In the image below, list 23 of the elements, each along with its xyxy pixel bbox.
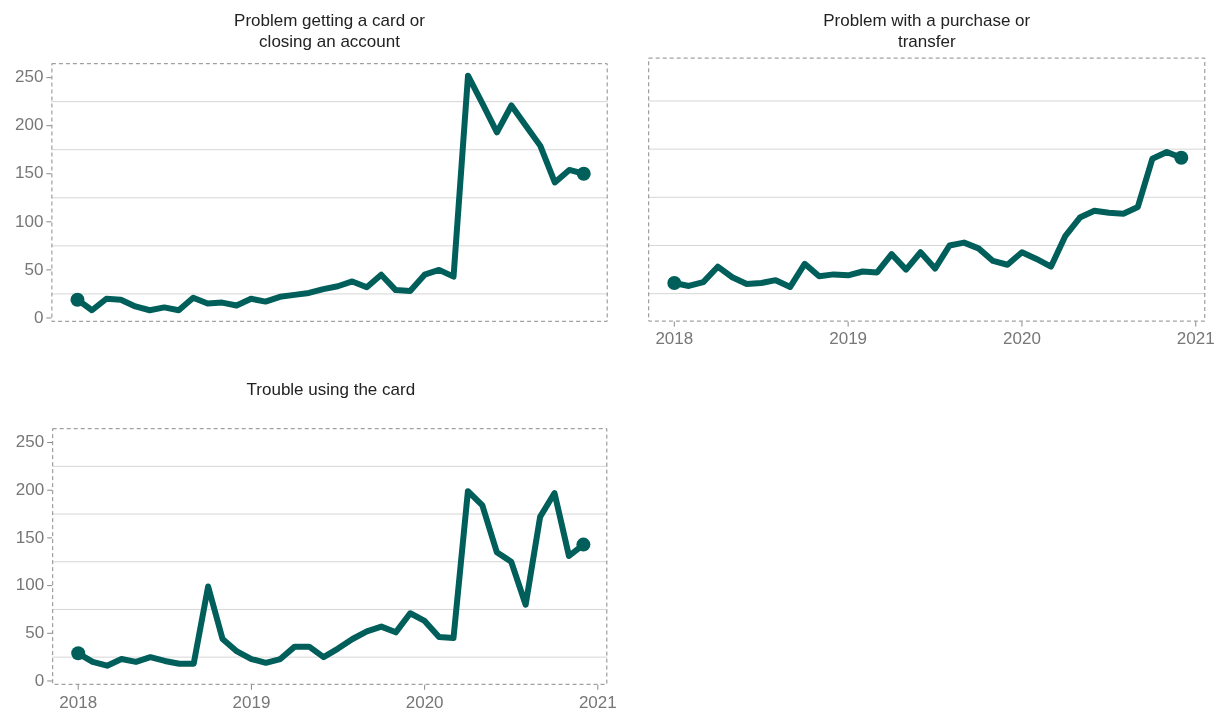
y-tick-label: 200 — [15, 479, 45, 499]
y-tick-label: 200 — [15, 115, 44, 135]
chart-title: Problem getting a card or closing an account — [233, 10, 426, 52]
x-tick-label: 2018 — [59, 692, 98, 712]
y-tick-label: 50 — [25, 622, 45, 642]
chart-title: Trouble using the card — [246, 379, 416, 400]
y-tick-label: 250 — [15, 432, 45, 452]
x-tick-label: 2020 — [405, 692, 444, 712]
y-tick-label: 0 — [33, 307, 44, 327]
x-tick-label: 2018 — [655, 329, 694, 349]
x-tick-label: 2021 — [578, 692, 617, 712]
x-tick-label: 2021 — [1176, 329, 1215, 349]
x-tick-label: 2019 — [232, 692, 271, 712]
y-tick-label: 150 — [15, 163, 44, 183]
x-tick-label: 2020 — [1003, 329, 1041, 349]
x-tick-label: 2019 — [829, 329, 868, 349]
chart-title: Problem with a purchase or transfer — [822, 10, 1032, 52]
y-tick-label: 0 — [34, 670, 45, 690]
y-tick-label: 100 — [15, 211, 44, 231]
y-tick-label: 50 — [24, 259, 44, 279]
y-tick-label: 250 — [15, 67, 44, 87]
y-tick-label: 100 — [15, 575, 45, 595]
y-tick-label: 150 — [15, 527, 45, 547]
